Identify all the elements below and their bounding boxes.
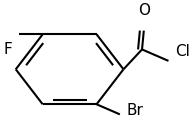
Text: O: O — [138, 3, 150, 18]
Text: Br: Br — [126, 103, 143, 118]
Text: F: F — [3, 42, 12, 57]
Text: Cl: Cl — [175, 44, 190, 59]
